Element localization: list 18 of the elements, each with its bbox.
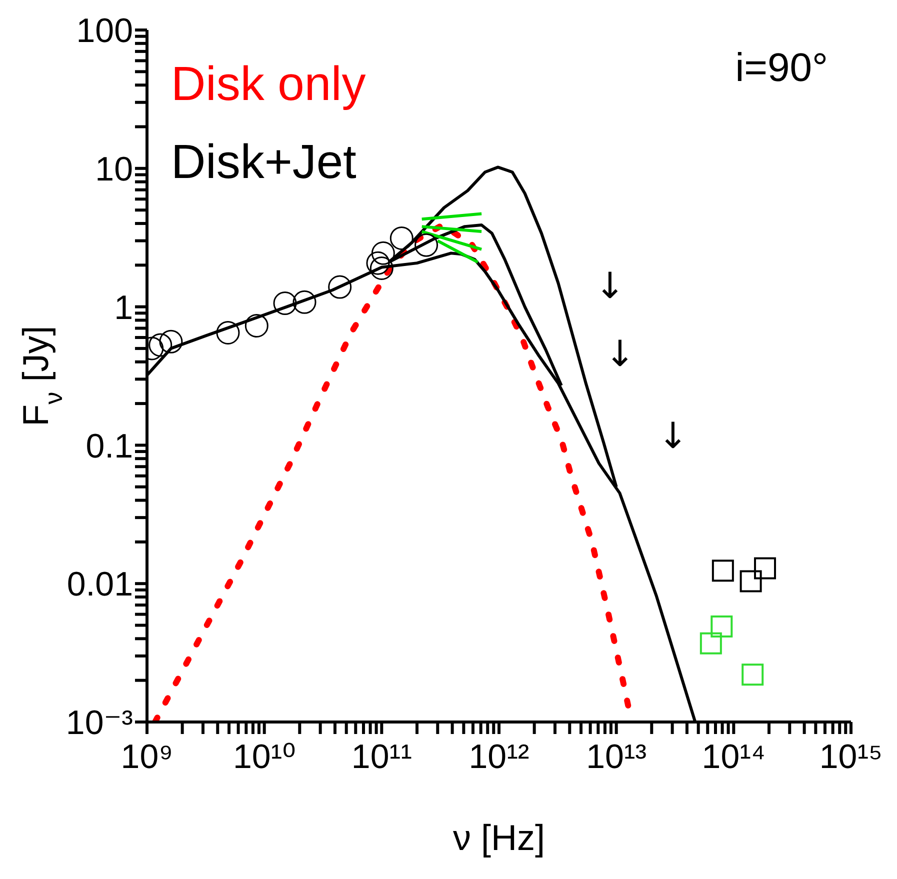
x-tick-label: 10¹³ — [586, 738, 647, 776]
text: Disk only — [171, 57, 366, 113]
y-tick-label: 1 — [114, 288, 133, 327]
x-axis-title: ν [Hz] — [452, 817, 546, 858]
x-tick-label: 10¹² — [468, 738, 530, 776]
series-label: Disk+Jet — [171, 135, 358, 191]
y-tick-label: 0.1 — [86, 427, 133, 466]
annotation: ↓ — [604, 334, 636, 375]
x-tick-label: 10¹¹ — [351, 738, 412, 776]
annotation: i=90° — [735, 46, 828, 90]
y-tick-label: 100 — [76, 12, 133, 50]
annotation: ↓ — [658, 416, 688, 457]
y-tick-label: 0.01 — [66, 566, 133, 604]
x-tick-label: 10¹⁵ — [819, 738, 883, 776]
x-tick-label: 10¹⁴ — [702, 738, 766, 776]
annotation: ↓ — [594, 266, 626, 307]
y-tick-label: 10 — [95, 150, 133, 188]
x-tick-label: 10¹⁰ — [232, 738, 296, 776]
